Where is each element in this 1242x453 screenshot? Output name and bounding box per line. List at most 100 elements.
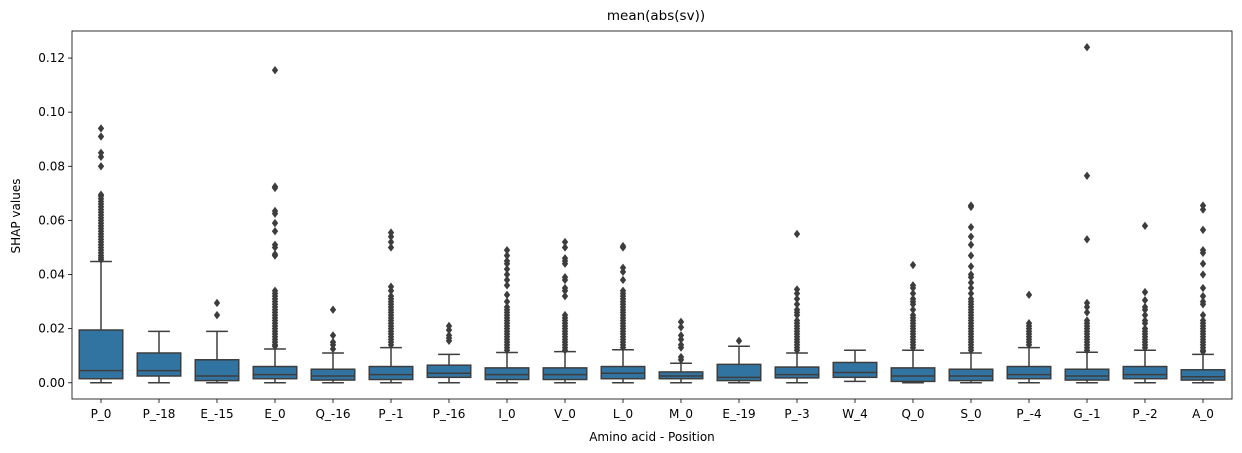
outlier-point <box>1199 316 1207 325</box>
outlier-point <box>677 317 685 327</box>
box <box>78 329 124 380</box>
outlier-point <box>677 352 685 362</box>
outlier-point <box>967 294 975 304</box>
x-tick-label: P_0 <box>91 407 112 421</box>
x-axis-title: Amino acid - Position <box>589 430 715 444</box>
box <box>136 352 182 377</box>
outlier-point <box>1141 296 1149 305</box>
x-tick-label: E_0 <box>264 407 285 421</box>
outlier-point <box>1199 291 1207 301</box>
box <box>1006 365 1052 380</box>
x-tick-label: E_-19 <box>722 407 755 421</box>
box-group <box>136 330 182 384</box>
box <box>832 361 878 379</box>
outlier-point <box>1199 310 1207 320</box>
outlier-point <box>1083 316 1091 325</box>
outlier-point <box>445 331 453 340</box>
box <box>716 363 762 382</box>
outlier-point <box>213 310 221 320</box>
outlier-point <box>271 66 279 75</box>
box <box>194 359 240 382</box>
x-axis: P_0 P_-18 E_-15 E_0 Q_-16 P_-1 P_-16 I_0 V_0 L_0 M… <box>91 399 1214 421</box>
outlier-point <box>1141 310 1149 320</box>
outlier-point <box>967 270 975 279</box>
chart-title: mean(abs(sv)) <box>607 8 705 24</box>
outlier-point <box>619 241 627 251</box>
outlier-point <box>967 283 975 293</box>
outlier-point <box>503 264 511 274</box>
outlier-point <box>967 251 975 260</box>
box <box>252 365 298 380</box>
y-axis: 0.00 0.02 0.04 0.06 0.08 0.10 0.12 <box>38 51 72 390</box>
outlier-point <box>967 222 975 232</box>
outlier-point <box>503 251 511 260</box>
x-tick-label: P_-16 <box>433 407 466 421</box>
outlier-point <box>1141 302 1149 312</box>
outlier-point <box>1199 283 1207 293</box>
outlier-point <box>561 291 569 301</box>
outlier-point <box>561 310 569 320</box>
outlier-point <box>967 289 975 298</box>
box-group <box>78 124 124 384</box>
outlier-point <box>387 237 395 247</box>
outlier-point <box>503 302 511 312</box>
box <box>1122 365 1168 380</box>
box <box>890 367 936 383</box>
box-group <box>716 336 762 384</box>
outlier-point <box>909 260 917 270</box>
box-group <box>1122 221 1168 384</box>
outlier-point <box>1083 171 1091 180</box>
box-group <box>484 245 530 384</box>
box-group <box>1006 290 1052 384</box>
outlier-point <box>329 337 337 347</box>
outlier-point <box>1141 324 1149 333</box>
outlier-point <box>677 323 685 332</box>
outlier-point <box>909 310 917 320</box>
outlier-point <box>619 275 627 285</box>
outlier-point <box>1025 319 1033 328</box>
outlier-point <box>387 228 395 237</box>
outlier-point <box>909 281 917 290</box>
x-tick-label: G_-1 <box>1073 407 1100 421</box>
y-axis-title: SHAP values <box>9 179 23 254</box>
plot-area <box>78 43 1226 384</box>
outlier-point <box>503 256 511 266</box>
x-tick-label: S_0 <box>960 407 981 421</box>
outlier-point <box>97 132 105 141</box>
outlier-point <box>677 340 685 350</box>
outlier-point <box>271 227 279 236</box>
outlier-point <box>561 237 569 247</box>
outlier-point <box>329 305 337 314</box>
outlier-point <box>97 124 105 133</box>
x-tick-label: M_0 <box>669 407 693 421</box>
outlier-point <box>97 162 105 171</box>
outlier-point <box>561 254 569 263</box>
outlier-point <box>793 300 801 309</box>
outlier-point <box>1199 259 1207 268</box>
box <box>774 366 820 379</box>
outlier-point <box>1025 290 1033 300</box>
x-tick-label: P_-4 <box>1016 407 1041 421</box>
x-tick-label: Q_0 <box>901 407 924 421</box>
x-tick-label: E_-15 <box>200 407 233 421</box>
outlier-point <box>271 250 279 259</box>
outlier-point <box>793 316 801 325</box>
outlier-point <box>561 283 569 293</box>
x-tick-label: W_4 <box>842 407 868 421</box>
x-tick-label: A_0 <box>1192 407 1214 421</box>
outlier-point <box>619 263 627 272</box>
outlier-point <box>967 232 975 241</box>
outlier-point <box>329 331 337 340</box>
plot-frame <box>71 30 1233 400</box>
outlier-point <box>503 275 511 285</box>
box <box>426 364 472 379</box>
box-group <box>368 228 414 384</box>
outlier-point <box>735 336 743 346</box>
box-group <box>832 349 878 383</box>
outlier-point <box>213 298 221 308</box>
box <box>542 367 588 381</box>
outlier-point <box>387 243 395 252</box>
box-group <box>542 237 588 384</box>
outlier-point <box>271 218 279 228</box>
